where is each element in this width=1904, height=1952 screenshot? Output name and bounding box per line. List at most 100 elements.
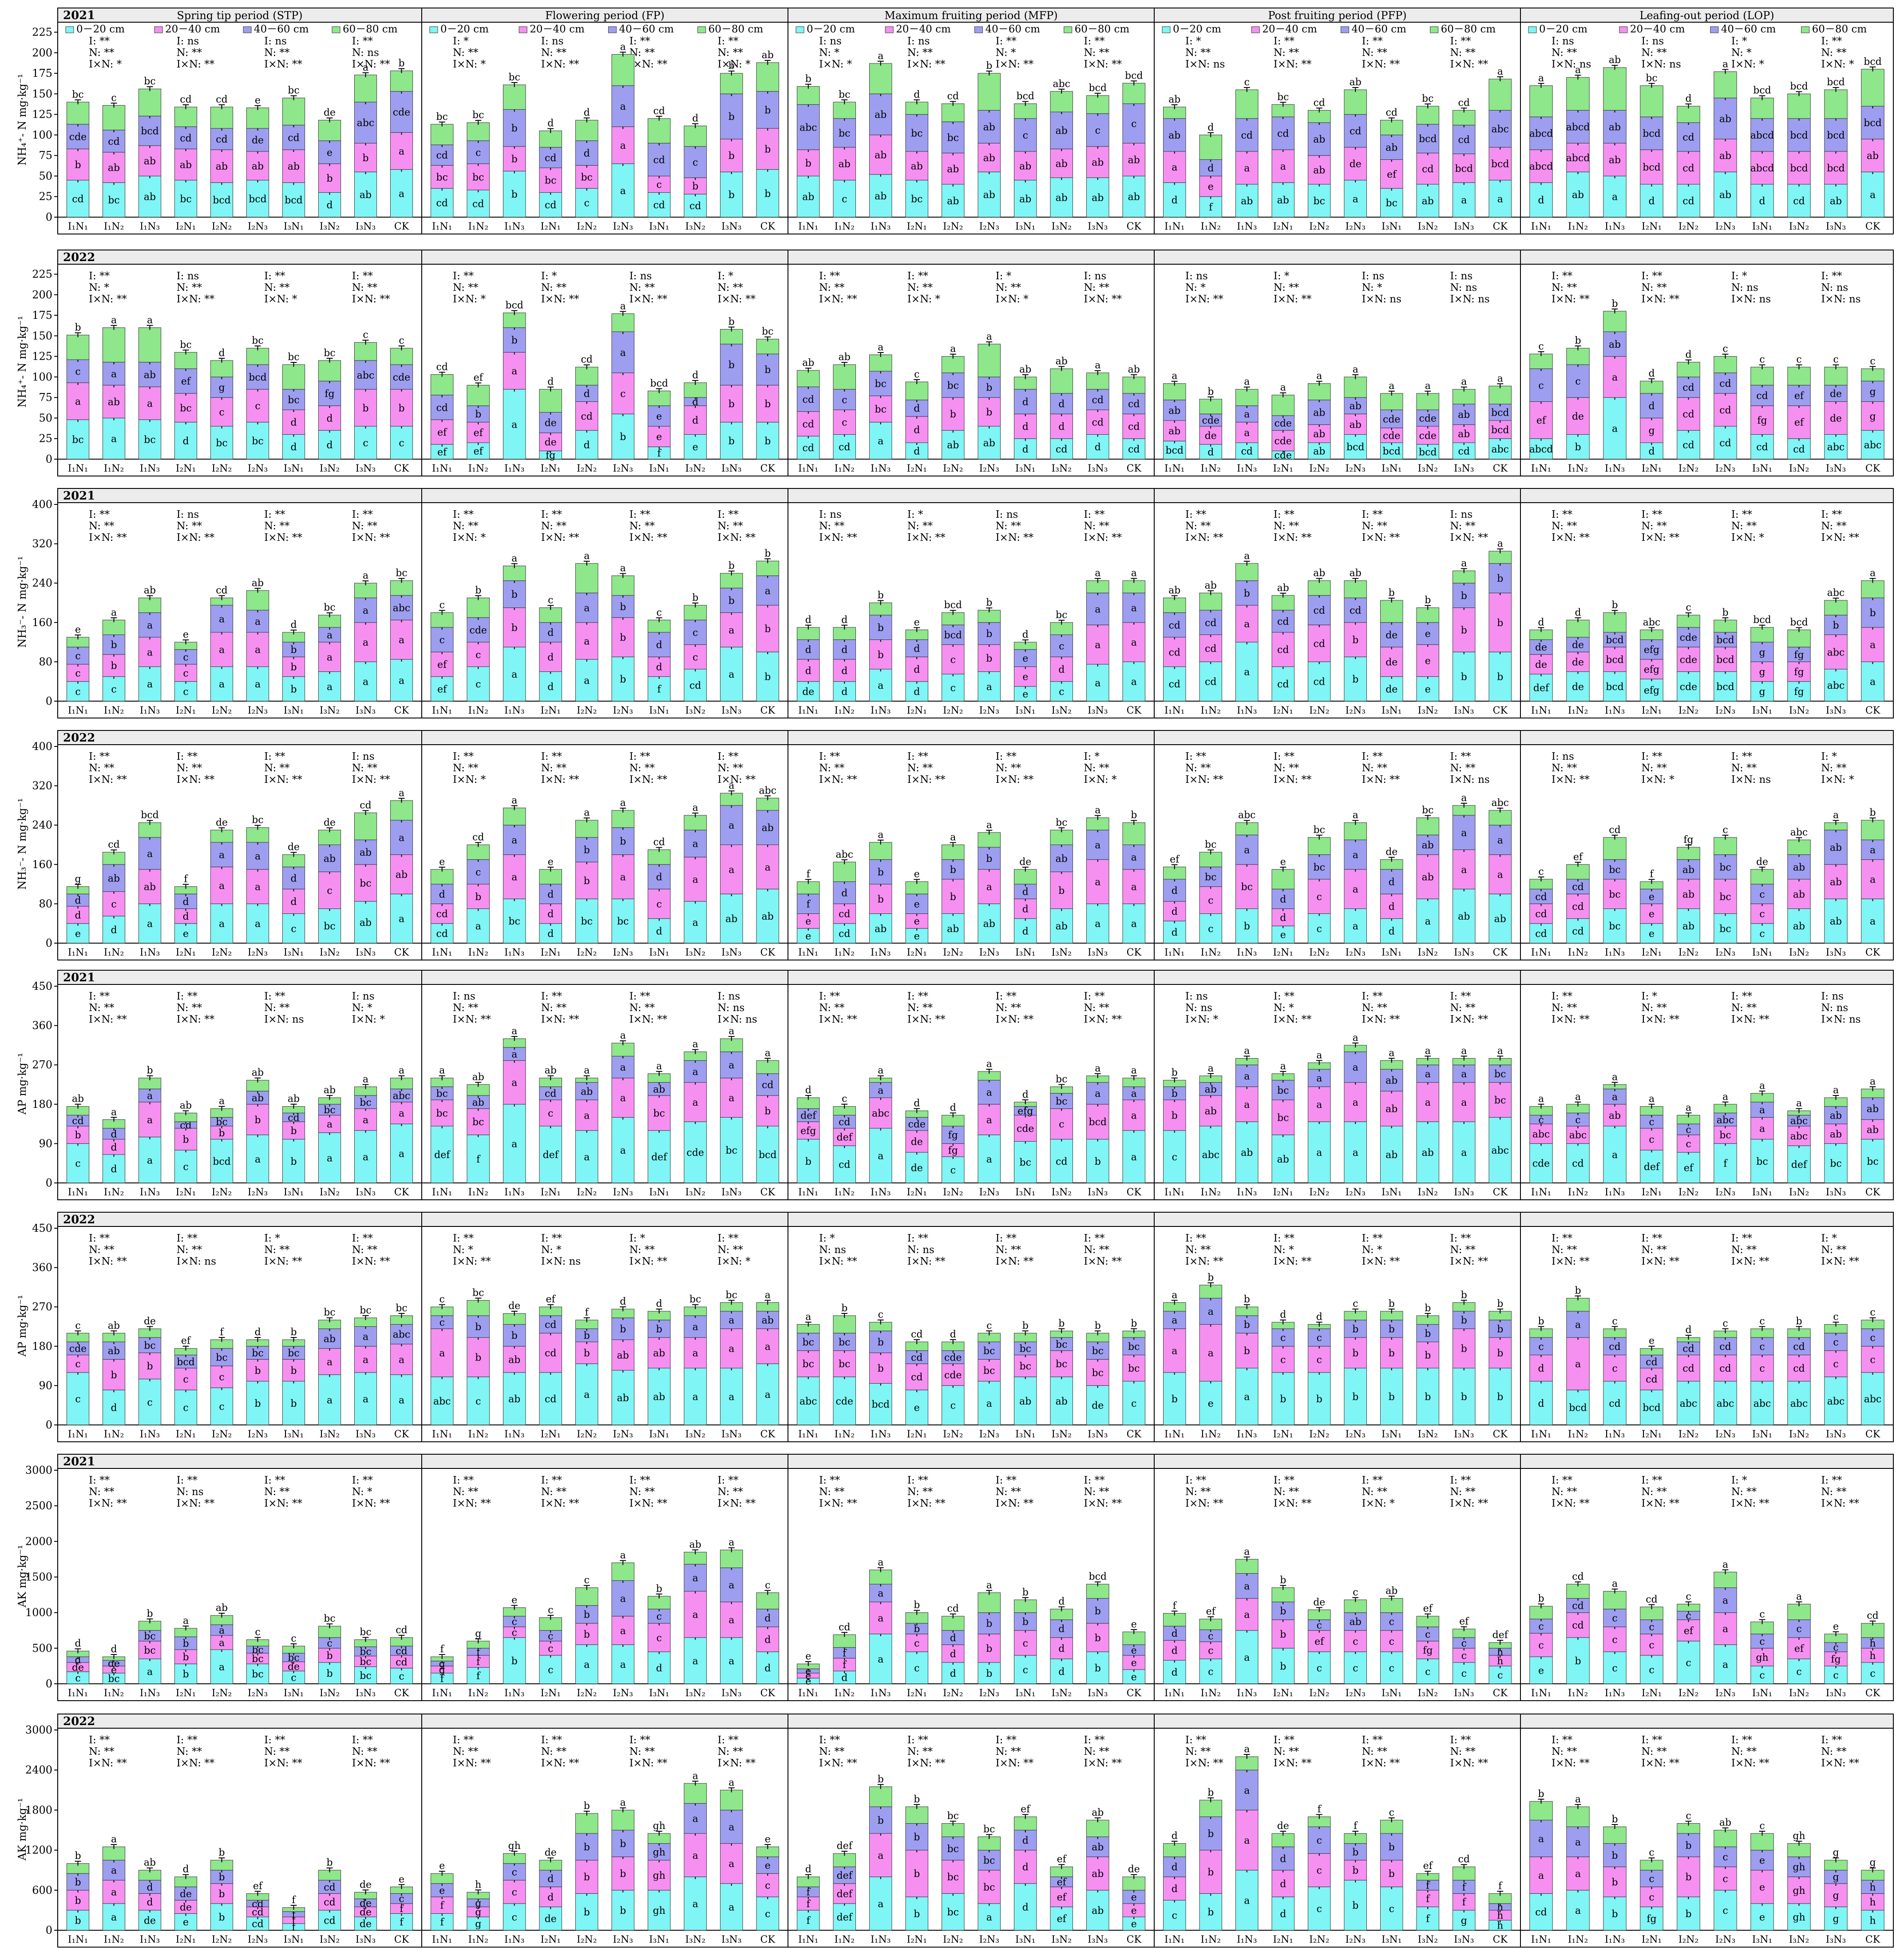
significance-letter: d	[805, 666, 811, 677]
significance-letter: c	[1538, 341, 1544, 352]
significance-letter: c	[657, 607, 662, 618]
significance-letter: cd	[947, 91, 959, 102]
bar-segment	[684, 194, 707, 218]
bar-segment	[1271, 395, 1295, 416]
significance-letter: a	[1353, 1147, 1358, 1159]
significance-letter: b	[1497, 672, 1503, 683]
significance-letter: c	[75, 686, 80, 698]
anova-annotation: N: *	[89, 282, 109, 294]
significance-letter: ab	[144, 369, 156, 381]
significance-letter: b	[290, 645, 297, 656]
bar-segment	[1640, 184, 1663, 218]
significance-letter: a	[1425, 1045, 1431, 1056]
significance-letter: cd	[1128, 421, 1140, 432]
significance-letter: ab	[802, 192, 814, 203]
anova-annotation: I: **	[89, 1233, 110, 1244]
significance-letter: bc	[1719, 924, 1731, 935]
bar-segment	[1086, 389, 1109, 410]
significance-letter: abc	[1202, 1150, 1219, 1161]
anova-annotation: N: **	[996, 520, 1021, 532]
anova-annotation: N: **	[264, 1002, 290, 1014]
anova-annotation: N: **	[819, 762, 845, 774]
x-tick-label: I₃N₂	[320, 463, 340, 474]
anova-annotation: N: **	[1274, 762, 1299, 774]
significance-letter: a	[728, 1026, 734, 1037]
significance-letter: d	[290, 442, 297, 453]
anova-annotation: I×N: **	[541, 774, 579, 786]
x-tick-label: I₁N₂	[834, 947, 855, 958]
bar-segment	[978, 344, 1001, 377]
significance-letter: cd	[1535, 928, 1547, 940]
significance-letter: b	[475, 585, 481, 596]
bar-segment	[210, 360, 234, 377]
anova-annotation: N: **	[352, 762, 378, 774]
anova-annotation: N: **	[1731, 520, 1757, 532]
significance-letter: bc	[144, 435, 155, 446]
x-tick-label: I₁N₁	[432, 705, 452, 716]
significance-letter: cd	[72, 1116, 83, 1127]
bar-segment	[1235, 405, 1259, 423]
significance-letter: a	[147, 1155, 153, 1166]
significance-letter: a	[1612, 1092, 1618, 1103]
significance-letter: d	[656, 662, 662, 673]
significance-letter: d	[1172, 885, 1178, 897]
anova-annotation: N: **	[177, 1002, 202, 1014]
anova-annotation: N: **	[1450, 1002, 1476, 1014]
significance-letter: ab	[1205, 580, 1217, 591]
significance-letter: c	[842, 395, 847, 406]
bar-segment	[1013, 438, 1037, 460]
x-tick-label: I₂N₂	[943, 947, 963, 958]
significance-letter: cd	[1572, 901, 1583, 913]
significance-letter: ab	[252, 161, 264, 172]
significance-letter: a	[584, 636, 590, 647]
significance-letter: ab	[1313, 446, 1325, 457]
x-tick-label: I₁N₃	[140, 1429, 160, 1440]
significance-letter: b	[728, 190, 735, 201]
significance-letter: cde	[1275, 436, 1292, 447]
significance-letter: c	[475, 147, 481, 159]
significance-letter: c	[1317, 924, 1322, 935]
anova-annotation: N: **	[717, 520, 743, 532]
anova-annotation: N: **	[541, 1002, 567, 1014]
significance-letter: a	[363, 570, 368, 581]
significance-letter: a	[1575, 64, 1581, 75]
x-tick-label: I₂N₃	[613, 463, 633, 474]
bar-segment	[1086, 95, 1109, 114]
bar-segment	[1344, 434, 1367, 460]
x-tick-label: I₂N₃	[979, 1187, 999, 1198]
bar-segment	[102, 130, 126, 153]
significance-letter: cd	[762, 1080, 773, 1091]
x-tick-label: I₃N₃	[356, 947, 376, 958]
significance-letter: b	[728, 317, 735, 328]
bar-segment	[1714, 71, 1737, 99]
anova-annotation: N: **	[907, 282, 933, 294]
legend-swatch	[332, 26, 340, 33]
significance-letter: a	[1833, 1085, 1839, 1096]
significance-letter: c	[475, 1396, 481, 1407]
significance-letter: a	[1316, 1050, 1322, 1061]
significance-letter: d	[692, 415, 698, 426]
bar-segment	[174, 107, 198, 127]
significance-letter: b	[1244, 588, 1250, 599]
bar-segment	[1824, 89, 1848, 119]
significance-letter: d	[218, 348, 225, 359]
significance-letter: a	[363, 1354, 368, 1365]
significance-letter: bcd	[1606, 655, 1624, 666]
anova-annotation: I: ns	[352, 751, 375, 762]
bar-segment	[1163, 420, 1186, 441]
bar-segment	[1640, 149, 1663, 185]
significance-letter: cd	[1756, 442, 1768, 453]
legend-swatch	[1340, 26, 1349, 33]
significance-letter: d	[1389, 926, 1395, 937]
anova-annotation: N: **	[1362, 47, 1388, 59]
significance-letter: ef	[437, 659, 447, 671]
significance-letter: ef	[474, 372, 484, 383]
x-tick-label: I₂N₃	[979, 947, 999, 958]
significance-letter: b	[254, 1365, 261, 1377]
anova-annotation: N: **	[996, 1002, 1021, 1014]
anova-annotation: I×N: **	[1274, 294, 1312, 305]
y-tick-label: 0	[46, 1419, 52, 1431]
x-tick-label: I₁N₂	[104, 947, 124, 958]
x-tick-label: I₃N₁	[649, 221, 669, 232]
significance-letter: a	[1316, 371, 1322, 382]
